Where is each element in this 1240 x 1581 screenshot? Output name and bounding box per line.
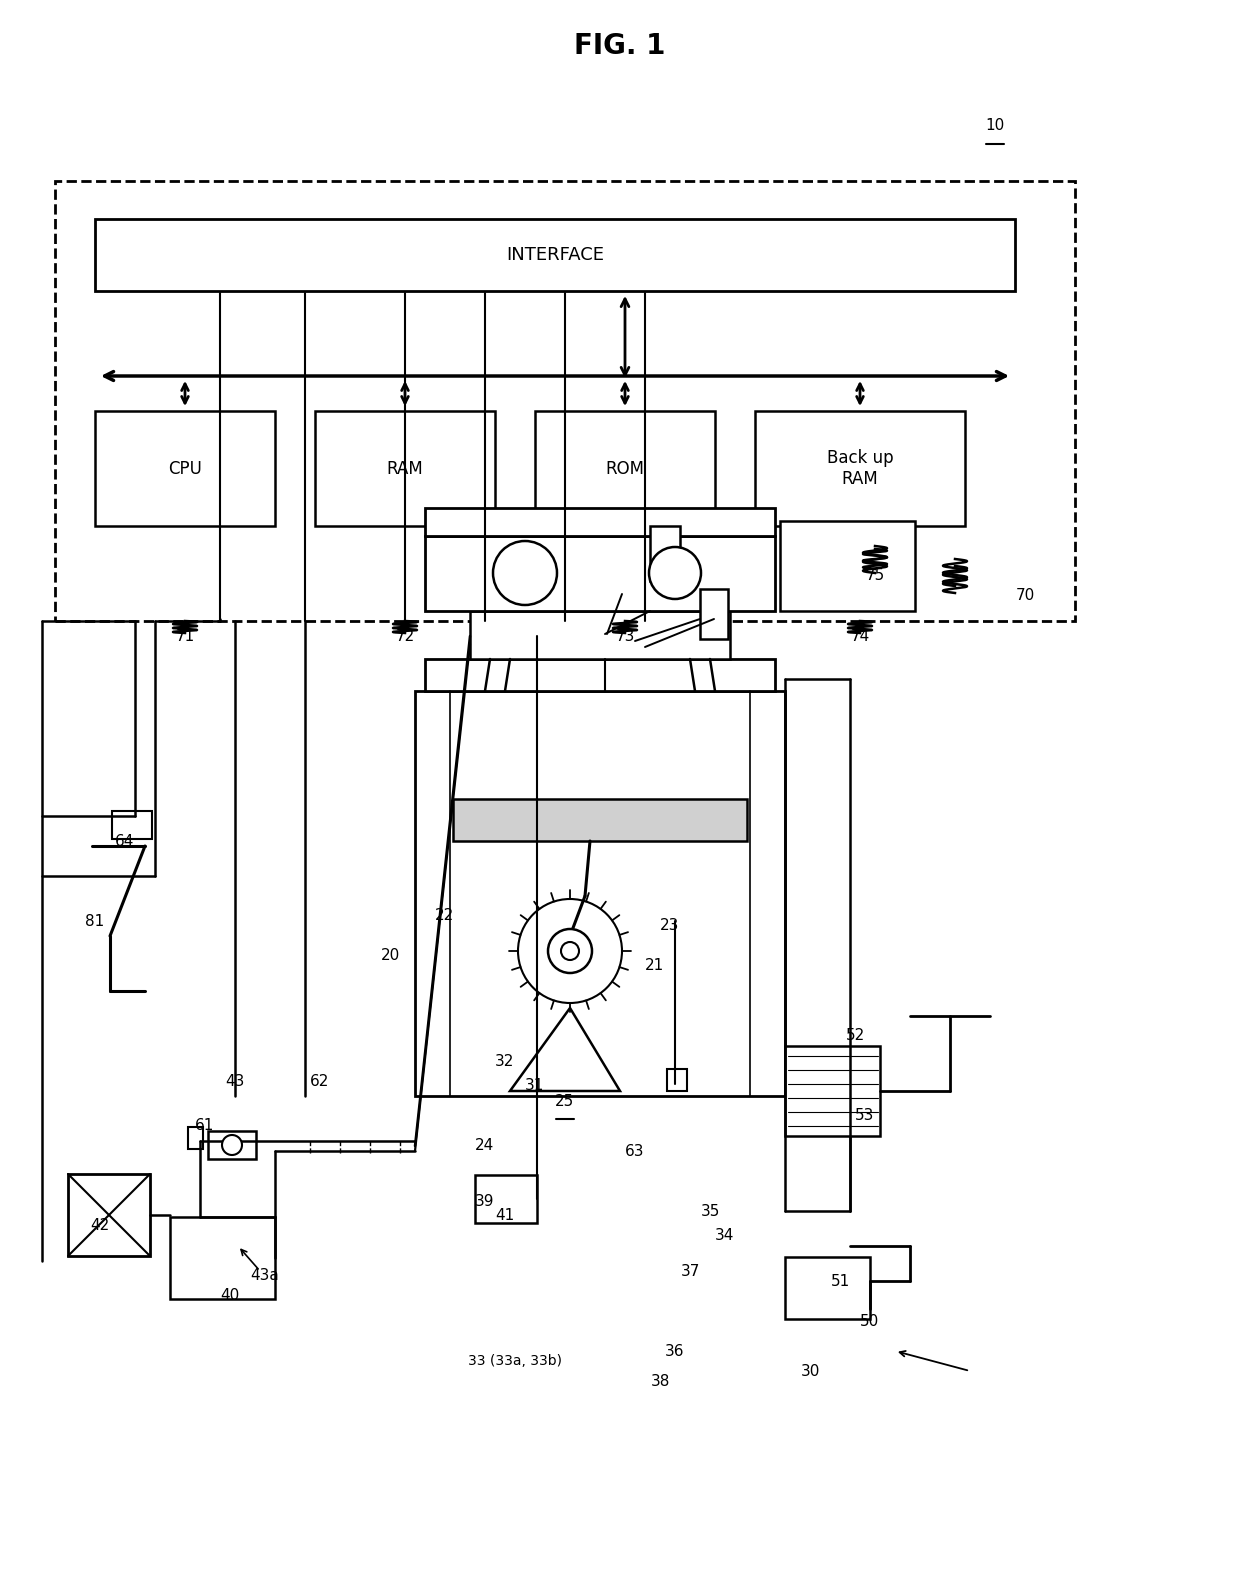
Text: 10: 10 (986, 119, 1004, 133)
Text: 62: 62 (310, 1073, 330, 1088)
Text: CPU: CPU (169, 460, 202, 477)
Bar (95, 411, 275, 526)
Text: 37: 37 (681, 1263, 699, 1279)
Text: FIG. 1: FIG. 1 (574, 32, 666, 60)
Text: 70: 70 (1016, 588, 1034, 604)
Text: 23: 23 (661, 919, 680, 933)
Text: 64: 64 (115, 833, 135, 849)
Text: 74: 74 (851, 629, 869, 643)
Bar (95, 220, 1016, 291)
Text: 43a: 43a (250, 1268, 279, 1284)
Text: 50: 50 (861, 1314, 879, 1328)
Text: 61: 61 (196, 1118, 215, 1134)
Bar (470, 610, 730, 659)
Text: 39: 39 (475, 1194, 495, 1208)
Bar (112, 811, 153, 840)
Text: RAM: RAM (387, 460, 423, 477)
Bar (785, 1257, 870, 1319)
Circle shape (222, 1135, 242, 1156)
Text: 53: 53 (856, 1108, 874, 1124)
Text: 40: 40 (221, 1289, 239, 1303)
Text: 22: 22 (435, 909, 455, 923)
Text: 73: 73 (615, 629, 635, 643)
Bar (315, 411, 495, 526)
Text: 72: 72 (396, 629, 414, 643)
Bar (55, 180, 1075, 621)
Circle shape (649, 547, 701, 599)
Bar (208, 1130, 255, 1159)
Text: ROM: ROM (605, 460, 645, 477)
Bar (425, 508, 775, 536)
Bar (785, 1047, 880, 1137)
Circle shape (560, 942, 579, 960)
Bar (415, 691, 785, 1096)
Bar (170, 1217, 275, 1300)
Bar (475, 1175, 537, 1224)
Bar (701, 590, 728, 639)
Bar (425, 536, 775, 610)
Circle shape (494, 541, 557, 606)
Bar (755, 411, 965, 526)
Text: 71: 71 (175, 629, 195, 643)
Text: 20: 20 (381, 949, 399, 963)
Circle shape (518, 900, 622, 1002)
Text: 34: 34 (715, 1228, 734, 1244)
Text: 35: 35 (701, 1203, 719, 1219)
Bar (667, 1069, 687, 1091)
Bar (534, 411, 715, 526)
Text: 75: 75 (866, 569, 884, 583)
Text: 33 (33a, 33b): 33 (33a, 33b) (467, 1353, 562, 1368)
Text: 51: 51 (831, 1274, 849, 1289)
Text: 32: 32 (495, 1053, 515, 1069)
Bar (650, 526, 680, 580)
Bar (780, 522, 915, 610)
Bar (68, 1175, 150, 1255)
Bar (188, 1127, 203, 1149)
Text: 38: 38 (650, 1374, 670, 1388)
Bar (425, 659, 775, 691)
Text: 43: 43 (226, 1073, 244, 1088)
Text: 24: 24 (475, 1138, 495, 1154)
Circle shape (548, 930, 591, 972)
Text: 31: 31 (526, 1078, 544, 1094)
Text: 36: 36 (665, 1344, 684, 1358)
Text: 41: 41 (495, 1208, 515, 1224)
Text: Back up
RAM: Back up RAM (827, 449, 893, 489)
Text: 21: 21 (645, 958, 665, 974)
Text: 42: 42 (91, 1219, 109, 1233)
Text: INTERFACE: INTERFACE (506, 247, 604, 264)
Bar (453, 798, 746, 841)
Text: 81: 81 (86, 914, 104, 928)
Text: 25: 25 (556, 1094, 574, 1108)
Text: 52: 52 (846, 1029, 864, 1043)
Text: 30: 30 (800, 1363, 820, 1379)
Text: 63: 63 (625, 1143, 645, 1159)
